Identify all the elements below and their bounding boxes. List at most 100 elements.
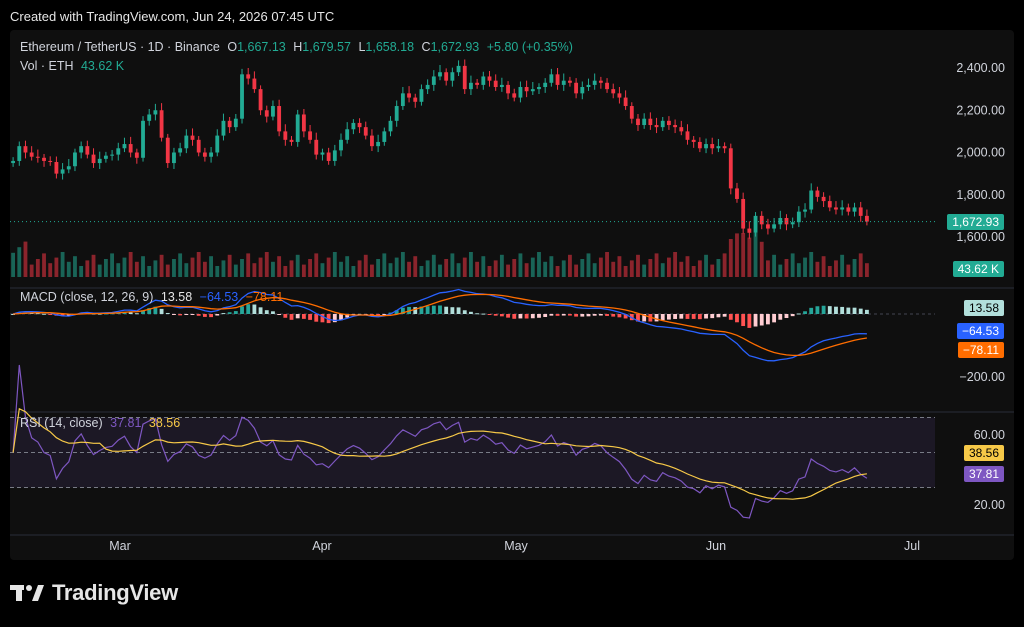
candle-body: [345, 129, 350, 140]
macd-histogram-bar: [728, 314, 733, 320]
macd-histogram-bar: [543, 314, 548, 317]
macd-histogram-bar: [153, 306, 158, 314]
volume-bar: [815, 261, 820, 277]
volume-bar: [308, 259, 312, 277]
volume-bar: [524, 263, 529, 277]
volume-value: 43.62 K: [80, 59, 125, 73]
macd-histogram-bar: [685, 314, 690, 319]
macd-histogram-bar: [846, 307, 851, 314]
candle-body: [735, 188, 739, 199]
candle-body: [518, 87, 523, 98]
volume-bar: [462, 257, 467, 277]
candle-body: [629, 106, 634, 119]
candle-body: [388, 120, 393, 132]
candle-body: [258, 89, 263, 111]
volume-bar: [240, 259, 244, 277]
volume-bar: [506, 264, 510, 277]
candle-body: [190, 135, 195, 140]
macd-histogram-bar: [710, 314, 715, 319]
volume-bar: [363, 254, 368, 277]
macd-histogram-bar: [240, 306, 244, 314]
price-legend: Ethereum / TetherUS · 1D · Binance O1,66…: [20, 40, 577, 54]
macd-histogram-bar: [561, 314, 566, 316]
macd-histogram-bar: [184, 314, 189, 315]
volume-bar: [605, 252, 609, 277]
volume-bar: [289, 260, 294, 277]
candle-body: [54, 162, 59, 174]
volume-bar: [747, 237, 752, 277]
volume-bar: [209, 256, 213, 277]
volume-bar: [537, 252, 541, 277]
macd-tick-label: −200.00: [959, 370, 1005, 384]
macd-histogram-bar: [165, 312, 170, 314]
volume-bar: [765, 260, 770, 277]
volume-bar: [456, 263, 461, 277]
price-tick-label: 1,800.00: [956, 188, 1005, 202]
candle-body: [636, 118, 640, 126]
volume-bar: [487, 266, 492, 277]
volume-bar: [586, 253, 591, 277]
chart-frame[interactable]: 2,400.00 2,200.00 2,000.00 1,800.00 1,600.00…: [10, 30, 1014, 560]
volume-legend: Vol · ETH 43.62 K: [20, 59, 128, 73]
volume-bar: [753, 233, 758, 277]
volume-bar: [320, 263, 325, 277]
volume-bar: [759, 241, 764, 277]
volume-bar: [400, 252, 405, 277]
rsi-ma-badge: 38.56: [963, 445, 1004, 461]
volume-bar: [184, 263, 189, 277]
macd-histogram-bar: [660, 314, 665, 321]
macd-histogram-bar: [759, 314, 764, 326]
candle-body: [716, 146, 721, 149]
candle-body: [394, 106, 399, 121]
volume-bar: [450, 253, 455, 277]
volume-bar: [481, 256, 486, 277]
high-label: H: [293, 40, 303, 54]
macd-label[interactable]: MACD (close, 12, 26, 9): [20, 290, 154, 304]
macd-histogram-bar: [252, 304, 257, 314]
volume-bar: [252, 263, 257, 277]
volume-bar: [660, 263, 665, 277]
macd-histogram-bar: [128, 312, 133, 314]
candle-body: [425, 84, 430, 90]
candle-body: [469, 82, 473, 90]
volume-bar: [425, 260, 430, 277]
macd-histogram-bar: [227, 312, 232, 314]
candle-body: [537, 87, 541, 90]
volume-bar: [202, 261, 207, 277]
chart-canvas[interactable]: 2,400.00 2,200.00 2,000.00 1,800.00 1,600.00…: [10, 30, 1014, 560]
volume-bar: [623, 266, 628, 277]
candle-body: [815, 190, 820, 197]
macd-histogram-bar: [741, 314, 746, 327]
candle-body: [561, 80, 566, 85]
candle-body: [803, 209, 807, 212]
macd-histogram-bar: [568, 314, 572, 316]
tradingview-logo[interactable]: TradingView: [10, 580, 178, 606]
candle-body: [827, 201, 832, 208]
symbol-label[interactable]: Ethereum / TetherUS · 1D · Binance: [20, 40, 220, 54]
volume-bar: [246, 253, 251, 277]
rsi-label[interactable]: RSI (14, close): [20, 416, 103, 430]
candle-body: [110, 154, 115, 156]
macd-hist-badge: 13.58: [963, 300, 1004, 316]
macd-histogram-bar: [48, 314, 53, 315]
macd-histogram-bar: [506, 314, 510, 318]
candle-body: [42, 157, 46, 161]
macd-histogram-bar: [35, 313, 40, 315]
candle-body: [530, 89, 535, 92]
candle-body: [407, 93, 411, 98]
macd-histogram-bar: [147, 308, 152, 314]
candle-body: [864, 215, 869, 222]
candle-body: [66, 166, 71, 170]
candle-body: [605, 82, 609, 90]
candle-body: [252, 78, 257, 90]
candle-body: [667, 120, 671, 126]
candle-body: [772, 224, 777, 229]
volume-bar: [122, 257, 127, 277]
volume-bar: [165, 264, 170, 277]
volume-bar: [326, 257, 331, 277]
candle-body: [400, 93, 405, 107]
candle-body: [568, 80, 572, 83]
volume-label[interactable]: Vol · ETH: [20, 59, 74, 73]
candle-body: [314, 139, 319, 155]
macd-histogram-bar: [667, 314, 671, 320]
